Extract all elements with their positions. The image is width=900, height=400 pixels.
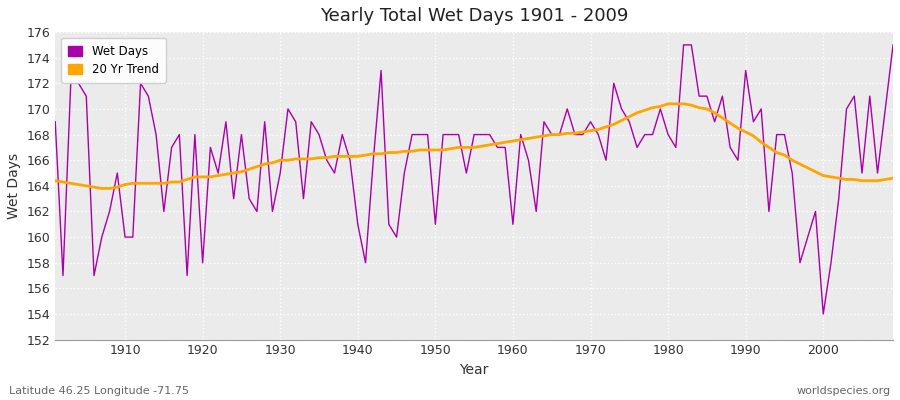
Wet Days — [600, 158, 611, 163]
20 Yr Trend — [887, 176, 898, 180]
Wet Days — [112, 171, 122, 176]
Wet Days — [329, 171, 340, 176]
Line: 20 Yr Trend: 20 Yr Trend — [55, 104, 893, 188]
Wet Days — [500, 145, 510, 150]
Wet Days — [50, 119, 60, 124]
Text: worldspecies.org: worldspecies.org — [796, 386, 891, 396]
Y-axis label: Wet Days: Wet Days — [7, 153, 21, 219]
Title: Yearly Total Wet Days 1901 - 2009: Yearly Total Wet Days 1901 - 2009 — [320, 7, 628, 25]
20 Yr Trend — [50, 178, 60, 183]
Legend: Wet Days, 20 Yr Trend: Wet Days, 20 Yr Trend — [61, 38, 166, 83]
20 Yr Trend — [96, 186, 107, 191]
Wet Days — [679, 42, 689, 47]
20 Yr Trend — [337, 154, 347, 159]
Line: Wet Days: Wet Days — [55, 45, 893, 314]
Text: Latitude 46.25 Longitude -71.75: Latitude 46.25 Longitude -71.75 — [9, 386, 189, 396]
X-axis label: Year: Year — [460, 363, 489, 377]
20 Yr Trend — [291, 156, 302, 161]
20 Yr Trend — [516, 137, 526, 142]
20 Yr Trend — [508, 138, 518, 143]
Wet Days — [508, 222, 518, 227]
Wet Days — [818, 312, 829, 316]
20 Yr Trend — [608, 122, 619, 127]
Wet Days — [283, 106, 293, 111]
20 Yr Trend — [662, 102, 673, 106]
Wet Days — [887, 42, 898, 47]
20 Yr Trend — [120, 182, 130, 187]
